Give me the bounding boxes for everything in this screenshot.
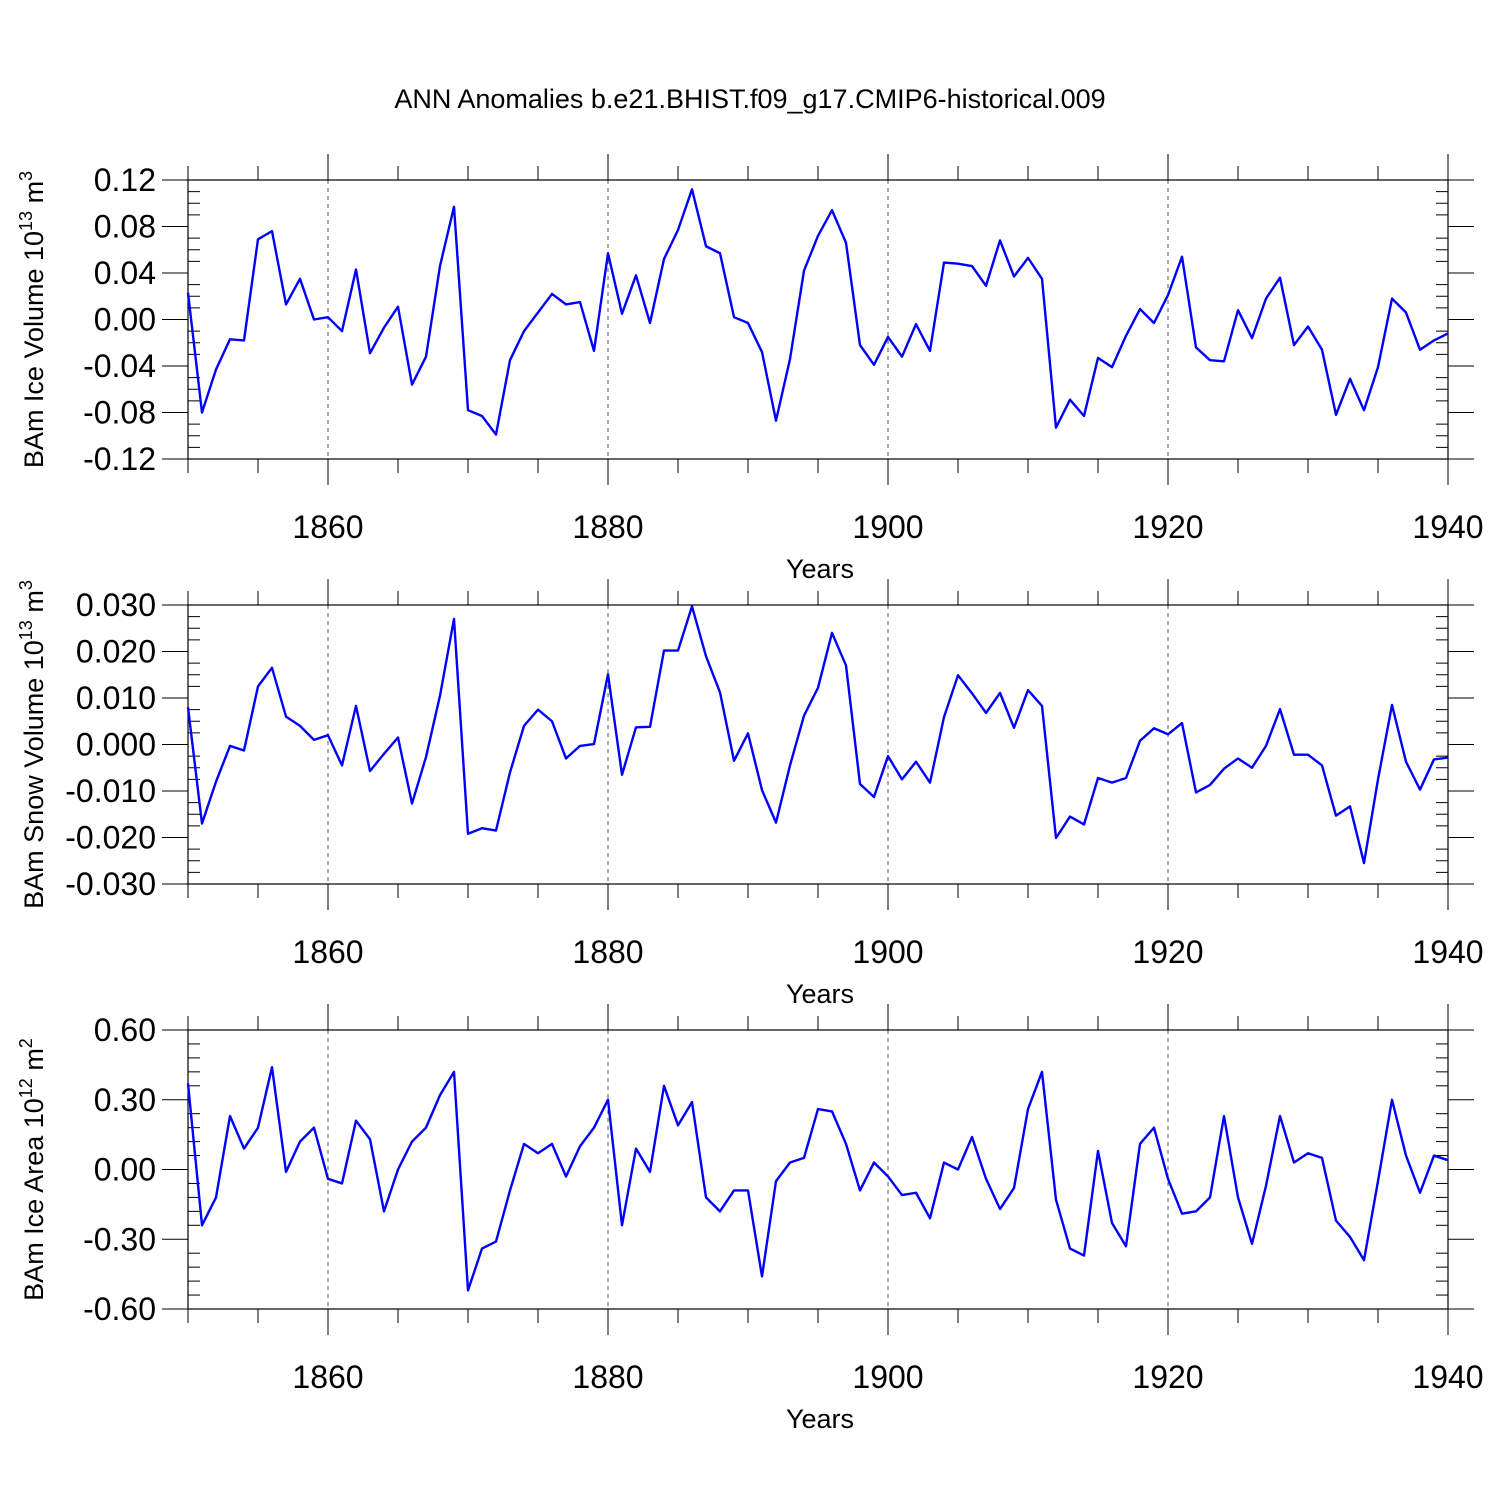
y-axis-title-superscript: 12 xyxy=(16,1078,36,1098)
x-tick-label: 1920 xyxy=(1132,934,1203,970)
y-tick-label: -0.08 xyxy=(83,395,156,431)
x-axis-title: Years xyxy=(786,554,854,584)
y-axis-title-part: m xyxy=(19,590,49,620)
panel-2: -0.030 -0.020 -0.010 0.000 0.010 0.020 0.030 18… xyxy=(16,579,1484,1009)
y-tick-label: -0.30 xyxy=(83,1221,156,1257)
panel-3: -0.60 -0.30 0.00 0.30 0.60 1860 1880 1900 1920 19… xyxy=(16,1004,1484,1434)
x-tick-label: 1860 xyxy=(292,934,363,970)
y-tick-label: 0.030 xyxy=(76,587,156,623)
y-axis-title-part: m xyxy=(19,181,49,211)
y-tick-label: -0.12 xyxy=(83,441,156,477)
y-tick-label: -0.020 xyxy=(65,820,156,856)
y-axis-title-superscript: 2 xyxy=(16,1038,36,1048)
y-tick-label: -0.010 xyxy=(65,773,156,809)
y-tick-label: 0.00 xyxy=(94,302,156,338)
y-axis-title-part: m xyxy=(19,1048,49,1078)
series-line xyxy=(186,188,1449,436)
x-axis-title: Years xyxy=(786,979,854,1009)
y-axis-title-superscript: 3 xyxy=(16,171,36,181)
y-tick-label: 0.00 xyxy=(94,1152,156,1188)
y-axis-title-part: BAm Ice Volume 10 xyxy=(19,231,49,468)
y-axis-title: BAm Ice Volume 1013 m3 xyxy=(16,171,49,468)
y-tick-label: 0.30 xyxy=(94,1082,156,1118)
x-axis-title: Years xyxy=(786,1404,854,1434)
x-tick-label: 1920 xyxy=(1132,1359,1203,1395)
y-tick-label: 0.08 xyxy=(94,209,156,245)
y-tick-label: 0.000 xyxy=(76,727,156,763)
panel-1: -0.12 -0.08 -0.04 0.00 0.04 0.08 0.12 1860 1880 1… xyxy=(16,154,1484,584)
x-tick-label: 1940 xyxy=(1412,509,1483,545)
y-tick-label: -0.030 xyxy=(65,866,156,902)
y-tick-label: 0.010 xyxy=(76,680,156,716)
x-tick-label: 1880 xyxy=(572,509,643,545)
y-tick-label: 0.12 xyxy=(94,162,156,198)
x-tick-label: 1900 xyxy=(852,1359,923,1395)
series-line xyxy=(186,1065,1449,1292)
y-tick-label: 0.04 xyxy=(94,255,156,291)
y-axis-title: BAm Snow Volume 1013 m3 xyxy=(16,580,49,909)
x-tick-label: 1940 xyxy=(1412,934,1483,970)
x-tick-label: 1860 xyxy=(292,509,363,545)
x-tick-label: 1920 xyxy=(1132,509,1203,545)
y-axis-title: BAm Ice Area 1012 m2 xyxy=(16,1038,49,1301)
y-axis-title-superscript: 13 xyxy=(16,620,36,640)
x-tick-label: 1900 xyxy=(852,934,923,970)
series-line xyxy=(186,605,1449,865)
y-tick-label: -0.04 xyxy=(83,348,156,384)
y-axis-title-superscript: 3 xyxy=(16,580,36,590)
x-tick-label: 1940 xyxy=(1412,1359,1483,1395)
y-axis-title-superscript: 13 xyxy=(16,211,36,231)
y-tick-label: 0.020 xyxy=(76,634,156,670)
y-axis-title-part: BAm Ice Area 10 xyxy=(19,1098,49,1301)
plot-frame xyxy=(187,604,1449,885)
y-tick-label: 0.60 xyxy=(94,1012,156,1048)
x-tick-label: 1860 xyxy=(292,1359,363,1395)
y-axis-title-part: BAm Snow Volume 10 xyxy=(19,640,49,909)
y-tick-label: -0.60 xyxy=(83,1291,156,1327)
x-tick-label: 1880 xyxy=(572,934,643,970)
chart-title: ANN Anomalies b.e21.BHIST.f09_g17.CMIP6-… xyxy=(394,84,1106,114)
x-tick-label: 1900 xyxy=(852,509,923,545)
x-tick-label: 1880 xyxy=(572,1359,643,1395)
